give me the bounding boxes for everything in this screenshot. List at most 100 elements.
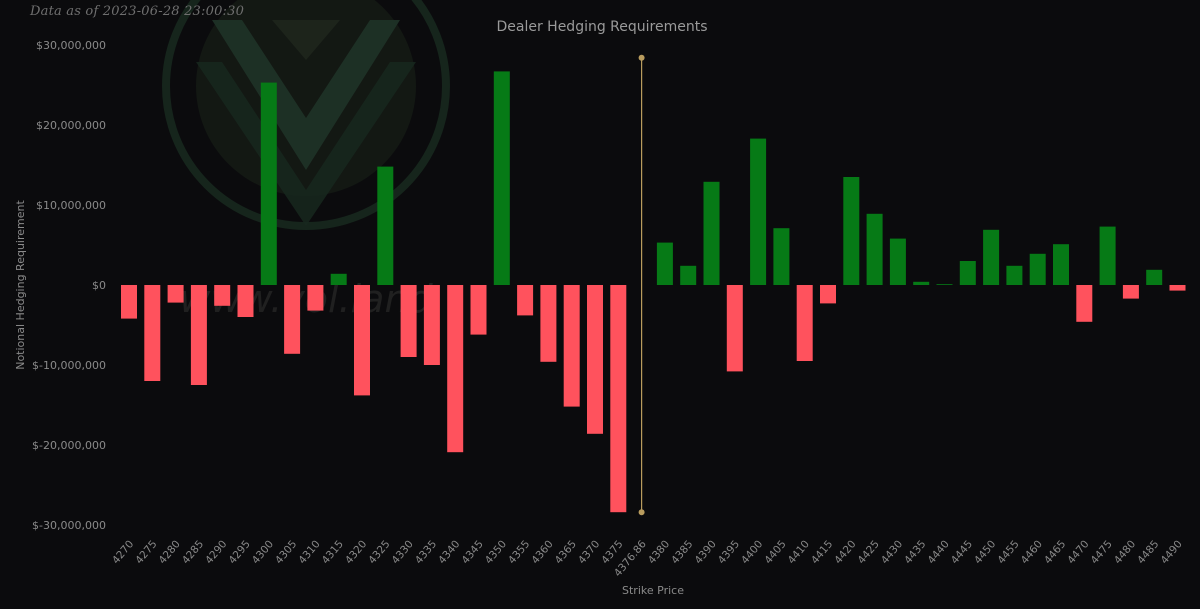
x-tick-label: 4290	[203, 538, 229, 566]
x-tick-label: 4440	[925, 538, 951, 566]
bar-4300	[260, 82, 277, 285]
bar-4390	[703, 181, 720, 285]
bar-4320	[354, 285, 370, 396]
x-axis-ticks: 4270427542804285429042954300430543104315…	[110, 538, 1185, 579]
bar-4335	[423, 285, 440, 365]
x-tick-label: 4275	[133, 538, 159, 566]
spot-marker-top-dot	[638, 54, 645, 61]
x-tick-label: 4360	[529, 538, 555, 566]
y-tick-label: $10,000,000	[36, 199, 106, 212]
bar-4280	[167, 285, 184, 303]
bar-4380	[656, 242, 673, 285]
bar-4425	[866, 213, 883, 285]
x-axis-label: Strike Price	[622, 584, 684, 597]
bar-4485	[1146, 269, 1163, 285]
x-tick-label: 4340	[436, 538, 462, 566]
spot-marker	[638, 54, 645, 516]
x-tick-label: 4445	[949, 538, 975, 566]
bars-group	[121, 71, 1186, 513]
x-tick-label: 4270	[110, 538, 136, 566]
bar-4360	[540, 285, 557, 362]
y-tick-label: $-20,000,000	[32, 439, 106, 452]
bar-4475	[1099, 226, 1116, 285]
x-tick-label: 4330	[390, 538, 416, 566]
bar-4395	[726, 285, 743, 372]
bar-4410	[796, 285, 813, 361]
x-tick-label: 4430	[879, 538, 905, 566]
x-tick-label: 4280	[157, 538, 183, 566]
bar-4440	[936, 284, 953, 285]
bar-4420	[843, 177, 860, 285]
x-tick-label: 4420	[832, 538, 858, 566]
x-tick-label: 4470	[1065, 538, 1091, 566]
bar-4355	[517, 285, 534, 316]
bar-4480	[1122, 285, 1139, 299]
bar-4490	[1169, 285, 1186, 291]
x-tick-label: 4410	[786, 538, 812, 566]
bar-4385	[680, 265, 697, 285]
x-tick-label: 4355	[506, 538, 532, 566]
y-tick-label: $20,000,000	[36, 119, 106, 132]
x-tick-label: 4450	[972, 538, 998, 566]
x-tick-label: 4485	[1135, 538, 1161, 566]
x-tick-label: 4395	[716, 538, 742, 566]
x-tick-label: 4335	[413, 538, 439, 566]
y-tick-label: $0	[92, 279, 106, 292]
bar-4295	[237, 285, 254, 317]
x-tick-label: 4400	[739, 538, 765, 566]
x-tick-label: 4380	[646, 538, 672, 566]
x-tick-label: 4455	[995, 538, 1021, 566]
bar-4430	[889, 238, 906, 285]
x-tick-label: 4475	[1089, 538, 1115, 566]
y-axis-ticks: $30,000,000 $20,000,000 $10,000,000 $0 $-10,…	[32, 39, 106, 532]
bar-4350	[493, 71, 510, 286]
bar-4325	[377, 166, 394, 285]
bar-4450	[983, 229, 1000, 285]
x-tick-label: 4320	[343, 538, 369, 566]
bar-4455	[1006, 265, 1023, 285]
bar-4290	[214, 285, 231, 306]
x-tick-label: 4295	[226, 538, 252, 566]
bar-4365	[563, 285, 580, 407]
x-tick-label: 4345	[459, 538, 485, 566]
bar-4330	[400, 285, 417, 357]
x-tick-label: 4385	[669, 538, 695, 566]
x-tick-label: 4365	[553, 538, 579, 566]
x-tick-label: 4435	[902, 538, 928, 566]
x-tick-label: 4390	[692, 538, 718, 566]
x-tick-label: 4305	[273, 538, 299, 566]
x-tick-label: 4285	[180, 538, 206, 566]
bar-4375	[610, 285, 627, 513]
x-tick-label: 4315	[320, 538, 346, 566]
bar-4465	[1053, 244, 1069, 285]
bar-4470	[1076, 285, 1093, 322]
bar-4340	[447, 285, 464, 453]
bar-4405	[773, 228, 790, 285]
y-tick-label: $-10,000,000	[32, 359, 106, 372]
x-tick-label: 4325	[366, 538, 392, 566]
bar-4310	[307, 285, 324, 311]
x-tick-label: 4425	[856, 538, 882, 566]
x-tick-label: 4465	[1042, 538, 1068, 566]
bar-4460	[1029, 253, 1046, 285]
chart-title: Dealer Hedging Requirements	[496, 19, 707, 35]
bar-4305	[284, 285, 301, 354]
x-tick-label: 4405	[762, 538, 788, 566]
y-tick-label: $-30,000,000	[32, 519, 106, 532]
bar-4270	[121, 285, 137, 319]
bar-4315	[330, 273, 347, 285]
x-tick-label: 4370	[576, 538, 602, 566]
bar-4345	[470, 285, 487, 335]
bar-4400	[750, 138, 767, 285]
x-tick-label: 4350	[483, 538, 509, 566]
spot-marker-bottom-dot	[638, 509, 645, 516]
bar-4415	[820, 285, 836, 304]
bar-4445	[959, 261, 976, 285]
bar-4435	[913, 281, 930, 285]
data-timestamp: Data as of 2023-06-28 23:00:30	[30, 4, 245, 19]
x-tick-label: 4480	[1112, 538, 1138, 566]
x-tick-label: 4300	[250, 538, 276, 566]
x-tick-label: 4310	[296, 538, 322, 566]
